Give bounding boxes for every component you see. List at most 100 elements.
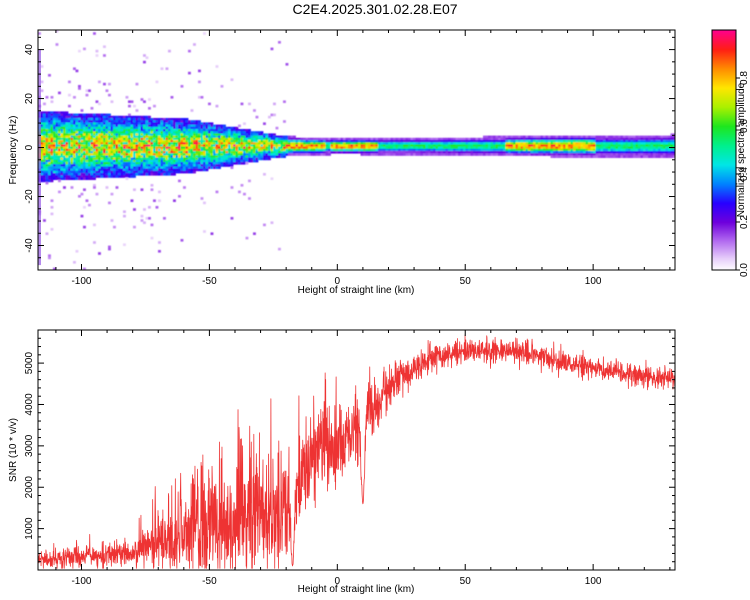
heatmap-cell-3422 <box>550 137 554 141</box>
heatmap-cell-1921 <box>193 170 196 174</box>
heatmap-cell-1231 <box>133 122 136 125</box>
heatmap-cell-831 <box>98 173 101 176</box>
heatmap-cell-1883 <box>190 142 194 145</box>
heatmap-cell-3285 <box>510 153 514 156</box>
heatmap-cell-2549 <box>283 148 286 152</box>
heatmap-cell-2915 <box>400 140 404 143</box>
heatmap-cell-2902 <box>395 146 399 150</box>
heatmap-cell-2820 <box>370 142 374 145</box>
heatmap-cell-3002 <box>428 137 431 141</box>
heatmap-cell-1152 <box>125 148 129 152</box>
colorbar-strip-167 <box>712 197 736 199</box>
heatmap-cell-469 <box>70 177 74 180</box>
heatmap-cell-1297 <box>138 135 141 139</box>
heatmap-cell-1636 <box>168 118 171 121</box>
heatmap-cell-105 <box>43 219 46 222</box>
colorbar-strip-24 <box>712 54 736 56</box>
heatmap-cell-2816 <box>368 151 371 154</box>
heatmap-cell-352 <box>63 129 66 132</box>
heatmap-cell-1140 <box>125 122 129 125</box>
heatmap-cell-979 <box>110 155 114 158</box>
heatmap-cell-1706 <box>173 155 176 158</box>
heatmap-cell-1845 <box>185 170 189 174</box>
heatmap-cell-3705 <box>620 144 624 147</box>
heatmap-cell-577 <box>80 126 84 130</box>
heatmap-cell-3518 <box>573 151 576 154</box>
colorbar-strip-203 <box>712 233 736 235</box>
heatmap-cell-3129 <box>465 153 469 156</box>
heatmap-cell-2711 <box>333 142 336 145</box>
heatmap-cell-1619 <box>165 140 169 143</box>
heatmap-cell-1014 <box>113 166 116 169</box>
heatmap-cell-333 <box>60 155 64 158</box>
heatmap-cell-3912 <box>673 133 675 136</box>
heatmap-cell-2167 <box>220 162 224 165</box>
heatmap-cell-3820 <box>648 155 651 158</box>
heatmap-cell-3663 <box>610 140 614 143</box>
heatmap-cell-1163 <box>125 173 129 176</box>
heatmap-cell-727 <box>90 164 94 167</box>
heatmap-cell-1485 <box>153 153 156 156</box>
heatmap-cell-2104 <box>213 164 216 167</box>
heatmap-cell-1745 <box>178 126 181 130</box>
heatmap-cell-802 <box>98 80 101 84</box>
heatmap-cell-1382 <box>145 122 149 125</box>
heatmap-cell-1665 <box>170 122 174 125</box>
colorbar-strip-92 <box>712 122 736 124</box>
heatmap-cell-2178 <box>223 144 226 147</box>
heatmap-cell-3347 <box>528 151 531 154</box>
heatmap-cell-1369 <box>143 159 146 163</box>
heatmap-cell-498 <box>73 168 76 172</box>
heatmap-cell-2804 <box>365 142 369 145</box>
heatmap-cell-3547 <box>580 148 584 152</box>
heatmap-cell-2157 <box>220 140 224 143</box>
heatmap-cell-3311 <box>518 151 521 154</box>
heatmap-cell-1943 <box>195 166 199 169</box>
heatmap-cell-3210 <box>490 146 494 150</box>
colorbar-strip-26 <box>712 56 736 58</box>
heatmap-cell-82 <box>43 131 46 134</box>
heatmap-cell-1580 <box>160 173 164 176</box>
heatmap-cell-3751 <box>633 135 636 139</box>
heatmap-cell-460 <box>70 157 74 161</box>
heatmap-cell-2986 <box>423 137 426 141</box>
heatmap-cell-2264 <box>235 129 239 132</box>
heatmap-cell-3374 <box>535 151 539 154</box>
heatmap-cell-3741 <box>630 135 634 139</box>
heatmap-cell-3873 <box>663 140 666 143</box>
heatmap-cell-343 <box>60 177 64 180</box>
heatmap-cell-2652 <box>313 151 316 154</box>
heatmap-cell-1698 <box>173 137 176 141</box>
heatmap-cell-1320 <box>140 124 144 128</box>
heatmap-cell-2254 <box>233 144 236 147</box>
heatmap-cell-212 <box>50 212 54 216</box>
heatmap-cell-390 <box>65 142 69 145</box>
heatmap-cell-1422 <box>148 144 151 147</box>
heatmap-cell-1913 <box>193 153 196 156</box>
heatmap-cell-1002 <box>113 140 116 143</box>
colorbar-strip-153 <box>712 183 736 185</box>
heatmap-cell-327 <box>60 142 64 145</box>
heatmap-cell-202 <box>50 164 54 167</box>
heatmap-cell-975 <box>110 146 114 150</box>
heatmap-cell-2815 <box>368 148 371 152</box>
colorbar-strip-189 <box>712 219 736 221</box>
heatmap-cell-1773 <box>180 126 184 130</box>
heatmap-cell-2241 <box>230 162 234 165</box>
colorbar-strip-67 <box>712 97 736 99</box>
heatmap-cell-1254 <box>133 173 136 176</box>
heatmap-cell-3780 <box>638 155 641 158</box>
colorbar-strip-13 <box>712 43 736 45</box>
heatmap-cell-1355 <box>143 129 146 132</box>
heatmap-cell-3755 <box>633 144 636 147</box>
heatmap-cell-190 <box>50 137 54 141</box>
heatmap-cell-2740 <box>343 144 346 147</box>
colorbar-strip-55 <box>712 85 736 87</box>
heatmap-cell-2255 <box>233 146 236 150</box>
heatmap-cell-797 <box>95 168 99 172</box>
heatmap-cell-3275 <box>508 151 511 154</box>
colorbar-strip-88 <box>712 118 736 120</box>
heatmap-cell-3337 <box>525 148 529 152</box>
heatmap-cell-1326 <box>140 137 144 141</box>
heatmap-cell-1884 <box>190 144 194 147</box>
